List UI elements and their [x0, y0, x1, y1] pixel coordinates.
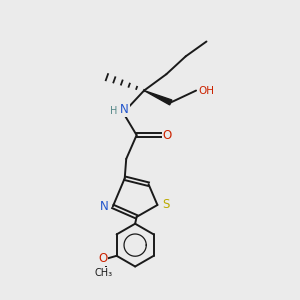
Text: N: N: [100, 200, 109, 213]
Text: O: O: [99, 252, 108, 265]
Text: H: H: [110, 106, 117, 116]
Text: N: N: [120, 103, 129, 116]
Text: OH: OH: [198, 85, 214, 96]
Text: O: O: [163, 129, 172, 142]
Text: S: S: [162, 199, 169, 212]
Text: CH₃: CH₃: [94, 268, 112, 278]
Polygon shape: [144, 91, 172, 105]
